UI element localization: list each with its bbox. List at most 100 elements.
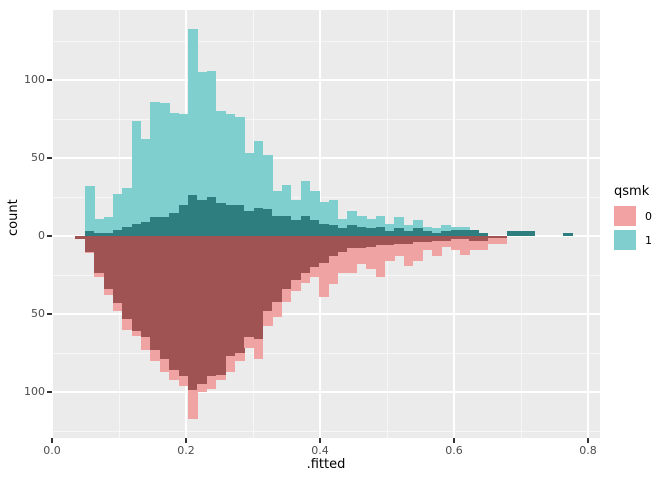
legend-item: 1 <box>614 230 672 250</box>
y-tick-mark <box>47 313 52 315</box>
bar-qsmk1-dark <box>169 212 179 236</box>
grid-major-h <box>52 157 600 159</box>
bar-qsmk1-dark <box>403 231 414 236</box>
bar-qsmk0-light <box>328 236 339 285</box>
y-tick-label: 100 <box>24 385 45 398</box>
bar-qsmk0-light <box>413 236 423 261</box>
bar-qsmk1-dark <box>347 225 358 236</box>
bar-qsmk0-dark <box>309 236 320 268</box>
bar-qsmk0-dark <box>206 236 217 377</box>
bar-qsmk1-dark <box>159 217 170 236</box>
bar-qsmk1-dark <box>122 226 133 236</box>
bar-qsmk1-light <box>431 228 442 236</box>
bar-qsmk1-light <box>244 153 254 236</box>
bar-qsmk0-dark <box>394 236 405 244</box>
x-axis-title: .fitted <box>306 457 346 472</box>
bar-qsmk1-light <box>197 72 208 236</box>
bar-qsmk1-light <box>347 211 358 236</box>
grid-minor-v <box>520 10 522 438</box>
bar-qsmk0-light <box>422 236 433 251</box>
grid-major-h <box>52 391 600 393</box>
bar-qsmk0-dark <box>244 236 254 338</box>
bar-qsmk0-light <box>441 236 451 247</box>
x-tick-mark <box>587 438 589 443</box>
bar-qsmk1-dark <box>506 231 517 236</box>
bar-qsmk0-dark <box>75 236 86 240</box>
bar-qsmk1-light <box>366 218 376 236</box>
y-tick-mark <box>47 79 52 81</box>
bar-qsmk0-dark <box>375 236 386 246</box>
legend-item-label: 1 <box>645 233 652 247</box>
bar-qsmk1-light <box>300 181 311 236</box>
bar-qsmk0-dark <box>178 236 189 377</box>
bar-qsmk1-light <box>131 120 142 236</box>
bar-qsmk1-dark <box>563 232 573 236</box>
bar-qsmk1-light <box>384 223 395 236</box>
bar-qsmk1-light <box>328 200 339 236</box>
bar-qsmk1-dark <box>300 215 311 236</box>
bar-qsmk0-light <box>366 236 376 269</box>
bar-qsmk1-dark <box>422 231 433 236</box>
bar-qsmk1-dark <box>103 232 114 236</box>
bar-qsmk1-light <box>394 217 405 236</box>
bar-qsmk1-dark <box>431 232 442 236</box>
bar-qsmk1-light <box>375 215 386 236</box>
bar-qsmk0-light <box>338 236 348 274</box>
bar-qsmk1-dark <box>469 229 480 236</box>
x-tick-mark <box>51 438 53 443</box>
bar-qsmk0-dark <box>328 236 339 257</box>
bar-qsmk1-dark <box>216 203 226 236</box>
bar-qsmk1-light <box>422 226 433 236</box>
bar-qsmk1-light <box>309 190 320 236</box>
bar-qsmk1-light <box>188 28 198 236</box>
bar-qsmk1-dark <box>413 228 423 236</box>
grid-major-v <box>587 10 589 438</box>
bar-qsmk1-light <box>141 139 151 236</box>
bar-qsmk1-light <box>94 218 104 236</box>
bar-qsmk1-light <box>403 225 414 236</box>
bar-qsmk1-light <box>441 225 451 236</box>
bar-qsmk0-light <box>319 236 329 297</box>
bar-qsmk0-dark <box>384 236 395 246</box>
y-tick-mark <box>47 157 52 159</box>
bar-qsmk1-light <box>291 200 301 236</box>
y-tick-label: 100 <box>24 73 45 86</box>
y-tick-label: 50 <box>31 307 45 320</box>
bar-qsmk1-dark <box>516 231 526 236</box>
bar-qsmk0-dark <box>291 236 301 280</box>
bar-qsmk1-dark <box>206 197 217 236</box>
bar-qsmk0-dark <box>319 236 329 263</box>
bar-qsmk0-dark <box>94 236 104 274</box>
bar-qsmk1-dark <box>84 231 95 236</box>
bar-qsmk0-light <box>488 236 498 244</box>
bar-qsmk0-dark <box>122 236 133 319</box>
bar-qsmk1-dark <box>309 220 320 236</box>
bar-qsmk0-dark <box>422 236 433 243</box>
grid-minor-h <box>52 352 600 354</box>
bar-qsmk0-dark <box>431 236 442 241</box>
bar-qsmk1-dark <box>450 229 461 236</box>
grid-minor-h <box>52 196 600 198</box>
bar-qsmk1-light <box>159 103 170 236</box>
bar-qsmk1-dark <box>197 200 208 236</box>
bar-qsmk0-dark <box>488 236 498 238</box>
legend-title: qsmk <box>614 184 650 199</box>
x-tick-mark <box>185 438 187 443</box>
bar-qsmk0-dark <box>469 236 480 241</box>
bar-qsmk1-dark <box>150 217 161 236</box>
bar-qsmk0-dark <box>188 236 198 391</box>
bar-qsmk1-light <box>234 117 245 236</box>
bar-qsmk1-light <box>103 217 114 236</box>
bar-qsmk1-light <box>263 154 273 236</box>
bar-qsmk0-light <box>356 236 367 265</box>
bar-qsmk1-dark <box>375 226 386 236</box>
grid-major-h <box>52 235 600 237</box>
bar-qsmk1-light <box>253 140 264 236</box>
bar-qsmk1-dark <box>281 215 292 236</box>
bar-qsmk0-dark <box>263 236 273 311</box>
bar-qsmk0-dark <box>84 236 95 252</box>
bar-qsmk0-light <box>403 236 414 266</box>
bar-qsmk1-light <box>216 111 226 236</box>
bar-qsmk1-dark <box>394 228 405 236</box>
